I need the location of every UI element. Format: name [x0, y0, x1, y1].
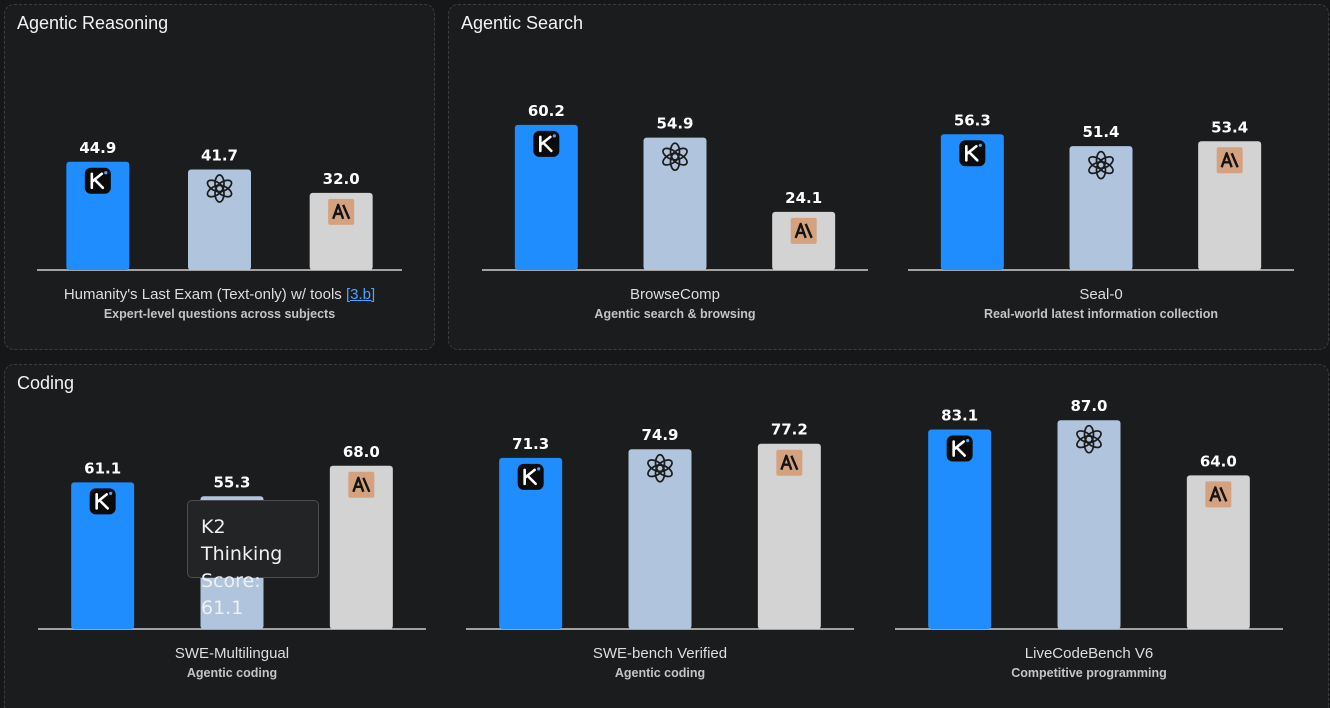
benchmark-description: Real-world latest information collection [983, 307, 1219, 321]
bar[interactable] [309, 192, 373, 270]
bar[interactable] [928, 429, 992, 629]
openai-logo-icon [1088, 150, 1114, 180]
openai-logo-icon [206, 174, 233, 203]
benchmark-description: Competitive programming [1011, 666, 1167, 680]
anthropic-logo-icon [776, 449, 803, 476]
bar-value-label: 71.3 [512, 435, 549, 453]
bar[interactable] [514, 124, 578, 271]
kimi-logo-icon [959, 140, 986, 167]
benchmark-name: SWE-bench Verified [592, 645, 728, 662]
bar-value-label: 60.2 [528, 102, 565, 120]
openai-logo-icon [662, 142, 688, 172]
kimi-logo-icon [533, 130, 560, 157]
bar[interactable] [1198, 141, 1262, 270]
bar-value-label: 68.0 [343, 443, 380, 461]
benchmark-description: Expert-level questions across subjects [103, 307, 336, 321]
anthropic-logo-icon [348, 471, 375, 498]
bar-value-label: 87.0 [1070, 397, 1107, 415]
benchmark-description: Agentic coding [614, 666, 706, 680]
bar-value-label: 74.9 [641, 426, 678, 444]
bar-value-label: 41.7 [201, 146, 238, 164]
bar-plot: 56.3 51.4 53.4 [908, 111, 1294, 271]
bar-value-label: 44.9 [79, 139, 116, 157]
bar-tooltip: K2 Thinking Score: 61.1 [187, 500, 319, 619]
bar-plot: 71.3 74.9 77.2 [466, 421, 854, 630]
bar[interactable] [643, 137, 707, 270]
section-title: Agentic Search [461, 13, 584, 33]
bar-plot: 44.9 41.7 32.0 [37, 139, 402, 271]
bar[interactable] [757, 443, 821, 629]
anthropic-logo-icon [1205, 481, 1232, 508]
benchmark-name: BrowseComp [629, 286, 721, 303]
bar[interactable] [1186, 475, 1250, 629]
bar-value-label: 61.1 [84, 459, 121, 477]
bar-value-label: 24.1 [785, 189, 822, 207]
bar[interactable] [1069, 146, 1133, 270]
kimi-logo-icon [89, 488, 116, 515]
benchmark-name: Humanity's Last Exam (Text-only) w/ tool… [63, 286, 376, 303]
openai-logo-icon [1076, 424, 1102, 454]
benchmark-description: Agentic search & browsing [594, 307, 756, 321]
benchmark-chart: 71.3 74.9 77.2 SWE-bench Verified Agentic … [466, 400, 854, 690]
agentic-search-panel: Agentic Search [448, 4, 1329, 350]
bar-value-label: 55.3 [213, 473, 250, 491]
anthropic-logo-icon [1216, 147, 1243, 174]
anthropic-logo-icon [790, 217, 817, 244]
reference-link[interactable]: [3.b] [345, 286, 376, 303]
bar[interactable] [66, 161, 130, 270]
kimi-logo-icon [84, 167, 111, 194]
kimi-logo-icon [946, 435, 973, 462]
benchmark-name: LiveCodeBench V6 [1024, 645, 1154, 662]
bar-value-label: 83.1 [941, 407, 978, 425]
bar-value-label: 51.4 [1082, 123, 1119, 141]
bar[interactable] [329, 465, 393, 629]
benchmark-chart: 60.2 54.9 24.1 BrowseComp Agentic search &… [482, 40, 868, 330]
bar-plot: 60.2 54.9 24.1 [482, 102, 868, 271]
bar[interactable] [940, 134, 1004, 270]
bar[interactable] [1057, 420, 1121, 629]
bar[interactable] [71, 482, 135, 629]
bar-value-label: 64.0 [1200, 452, 1237, 470]
bar[interactable] [499, 457, 563, 629]
benchmark-description: Agentic coding [186, 666, 278, 680]
benchmark-chart: 83.1 87.0 64.0 LiveCodeBench V6 Competitiv… [895, 397, 1283, 690]
bar[interactable] [188, 169, 251, 270]
bar-value-label: 56.3 [954, 111, 991, 129]
bar[interactable] [628, 449, 692, 629]
anthropic-logo-icon [328, 198, 355, 225]
benchmark-chart: 56.3 51.4 53.4 Seal-0 Real-world latest in… [908, 40, 1294, 330]
section-title: Agentic Reasoning [17, 13, 169, 33]
openai-logo-icon [647, 453, 673, 483]
tooltip-model-name: K2 Thinking [201, 516, 283, 565]
bar-value-label: 54.9 [656, 115, 693, 133]
bar-value-label: 77.2 [771, 421, 808, 439]
tooltip-score: Score: 61.1 [201, 570, 261, 619]
benchmark-name: SWE-Multilingual [174, 645, 290, 662]
bar-plot: 83.1 87.0 64.0 [895, 397, 1283, 630]
benchmark-name: Seal-0 [1079, 286, 1123, 303]
bar-value-label: 32.0 [323, 170, 360, 188]
kimi-logo-icon [517, 463, 544, 490]
section-title: Coding [17, 373, 75, 393]
benchmark-chart: 44.9 41.7 32.0 Humanity's Last Exam (Text-… [37, 40, 402, 330]
bar-value-label: 53.4 [1211, 118, 1248, 136]
